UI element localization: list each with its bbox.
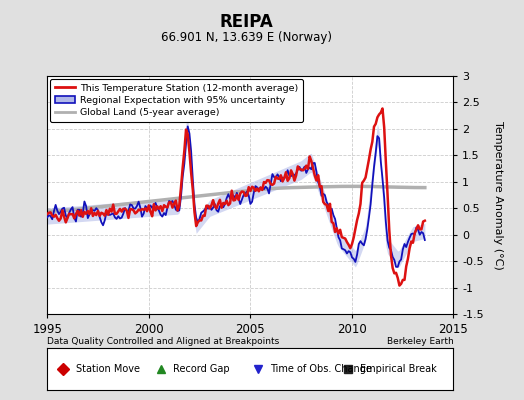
Text: 66.901 N, 13.639 E (Norway): 66.901 N, 13.639 E (Norway) bbox=[161, 32, 332, 44]
Legend: This Temperature Station (12-month average), Regional Expectation with 95% uncer: This Temperature Station (12-month avera… bbox=[50, 79, 303, 122]
Text: Empirical Break: Empirical Break bbox=[360, 364, 436, 374]
Text: Time of Obs. Change: Time of Obs. Change bbox=[270, 364, 373, 374]
Text: Record Gap: Record Gap bbox=[173, 364, 230, 374]
Y-axis label: Temperature Anomaly (°C): Temperature Anomaly (°C) bbox=[494, 121, 504, 269]
Text: Berkeley Earth: Berkeley Earth bbox=[387, 338, 453, 346]
Text: Data Quality Controlled and Aligned at Breakpoints: Data Quality Controlled and Aligned at B… bbox=[47, 338, 279, 346]
Text: REIPA: REIPA bbox=[220, 13, 273, 31]
Text: Station Move: Station Move bbox=[75, 364, 139, 374]
